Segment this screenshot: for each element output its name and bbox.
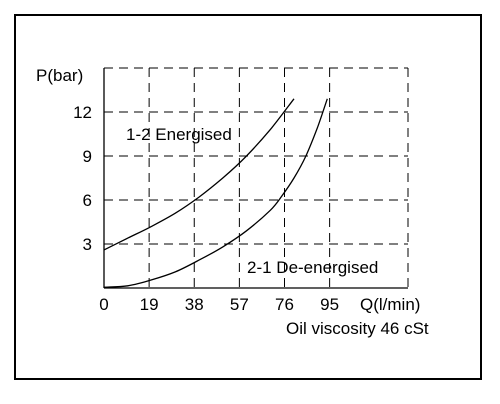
x-tick-label: 0	[99, 295, 108, 314]
y-tick-label: 3	[83, 235, 92, 254]
x-tick-label: 57	[230, 295, 249, 314]
labels: P(bar) Q(l/min) Oil viscosity 46 cSt 1-2…	[36, 66, 429, 338]
x-tick-label: 38	[185, 295, 204, 314]
x-tick-label: 76	[275, 295, 294, 314]
viscosity-note: Oil viscosity 46 cSt	[286, 319, 429, 338]
axes: 0 19 38 57 76 95 3 6 9 12	[73, 68, 408, 314]
curve-de-energised	[103, 98, 328, 288]
chart-frame	[14, 14, 482, 380]
curve-energised	[103, 98, 295, 251]
y-axis-label: P(bar)	[36, 66, 83, 85]
y-tick-label: 12	[73, 103, 92, 122]
x-tick-label: 95	[320, 295, 339, 314]
series-label-de-energised: 2-1 De-energised	[247, 258, 378, 277]
curves	[103, 98, 328, 288]
grid	[104, 67, 409, 288]
x-tick-label: 19	[140, 295, 159, 314]
series-label-energised: 1-2 Energised	[126, 125, 232, 144]
y-tick-label: 6	[83, 191, 92, 210]
x-axis-label: Q(l/min)	[360, 295, 420, 314]
y-tick-label: 9	[83, 147, 92, 166]
